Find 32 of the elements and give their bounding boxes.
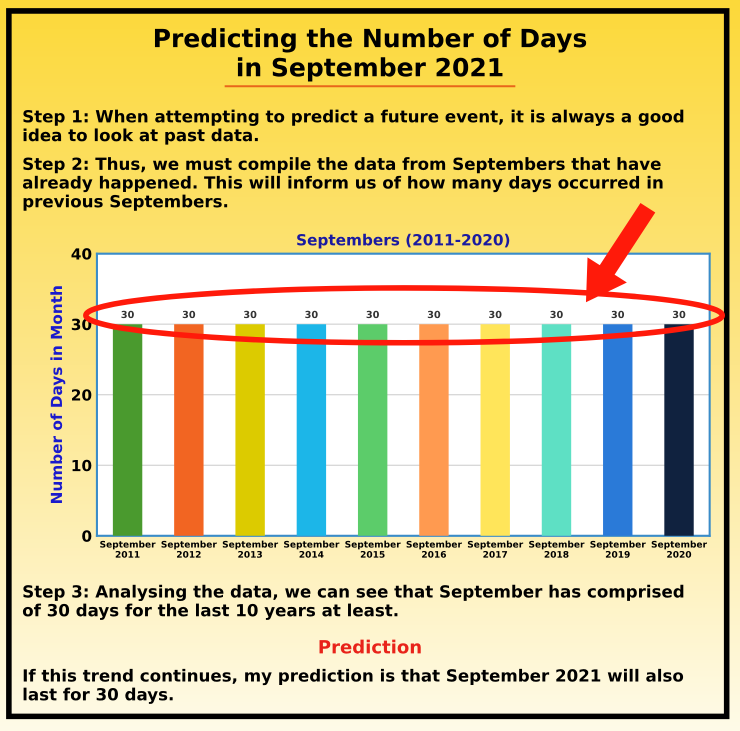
x-tick-label: September 2018 bbox=[529, 540, 584, 558]
y-tick-label: 0 bbox=[82, 530, 92, 542]
data-label: 30 bbox=[612, 310, 624, 318]
x-tick-label: September 2015 bbox=[345, 540, 401, 558]
data-label: 30 bbox=[550, 310, 563, 318]
data-label: 30 bbox=[121, 310, 134, 318]
x-tick-label: September 2017 bbox=[468, 540, 524, 558]
x-tick-label: September 2013 bbox=[222, 540, 278, 558]
x-tick-label: September 2016 bbox=[406, 540, 462, 558]
text: Step 2: Thus, we must compile the data from Septembers that have already happened. This will inform us of how many days occurred in previous Septembers. bbox=[22, 157, 663, 211]
data-label: 30 bbox=[182, 310, 196, 318]
data-label: 30 bbox=[366, 310, 379, 318]
y-axis-title: Number of Days in Month bbox=[50, 286, 66, 503]
y-tick-label: 20 bbox=[72, 389, 92, 401]
chart-title: Predicting the Number of Days in September 2021 bbox=[154, 28, 586, 82]
data-label: 30 bbox=[244, 310, 256, 318]
data-label: 30 bbox=[305, 310, 318, 318]
data-label: 30 bbox=[489, 310, 502, 318]
text: Step 1: When attempting to predict a future event, it is always a good idea to look at past data. bbox=[23, 110, 684, 145]
x-tick-label: September 2012 bbox=[162, 540, 217, 558]
y-tick-label: 40 bbox=[72, 248, 92, 260]
text: Prediction bbox=[320, 640, 421, 654]
y-tick-label: 10 bbox=[72, 460, 92, 472]
data-label: 30 bbox=[428, 310, 440, 318]
chart-subtitle: Septembers (2011-2020) bbox=[297, 234, 510, 248]
data-label: 30 bbox=[672, 310, 686, 318]
text: Step 3: Analysing the data, we can see that September has comprised of 30 days for the last 10 years at least. bbox=[22, 584, 684, 620]
x-tick-label: September 2020 bbox=[652, 540, 707, 558]
x-tick-label: September 2011 bbox=[100, 540, 156, 558]
text: If this trend continues, my prediction is that September 2021 will also last for 30 days. bbox=[24, 668, 684, 704]
x-tick-label: September 2019 bbox=[590, 540, 646, 558]
x-tick-label: September 2014 bbox=[284, 540, 340, 558]
